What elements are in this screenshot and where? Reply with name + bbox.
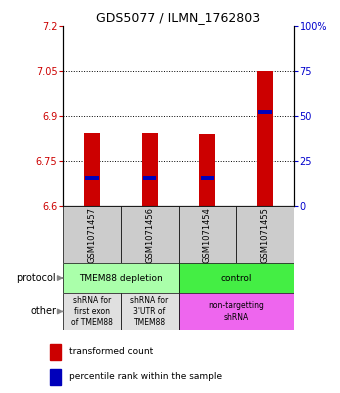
Bar xyxy=(84,132,100,206)
Bar xyxy=(141,132,158,206)
Bar xyxy=(85,176,99,180)
Bar xyxy=(178,206,236,263)
Text: GSM1071454: GSM1071454 xyxy=(203,207,212,263)
Bar xyxy=(121,293,178,330)
Bar xyxy=(63,206,121,263)
Text: other: other xyxy=(30,307,56,316)
Text: control: control xyxy=(221,274,252,283)
Bar xyxy=(236,206,294,263)
Bar xyxy=(143,176,156,180)
Text: protocol: protocol xyxy=(16,273,56,283)
Bar xyxy=(178,263,294,293)
Bar xyxy=(199,134,216,206)
Text: GSM1071457: GSM1071457 xyxy=(87,207,96,263)
Text: shRNA for
3'UTR of
TMEM88: shRNA for 3'UTR of TMEM88 xyxy=(131,296,169,327)
Text: non-targetting
shRNA: non-targetting shRNA xyxy=(208,301,264,321)
Bar xyxy=(121,206,178,263)
Text: transformed count: transformed count xyxy=(69,347,153,356)
Text: shRNA for
first exon
of TMEM88: shRNA for first exon of TMEM88 xyxy=(71,296,113,327)
Title: GDS5077 / ILMN_1762803: GDS5077 / ILMN_1762803 xyxy=(97,11,260,24)
Bar xyxy=(63,293,121,330)
Bar xyxy=(63,263,178,293)
Bar xyxy=(201,176,214,180)
Bar xyxy=(50,369,61,385)
Bar xyxy=(178,293,294,330)
Bar xyxy=(50,343,61,360)
Text: TMEM88 depletion: TMEM88 depletion xyxy=(79,274,163,283)
Bar xyxy=(257,71,273,206)
Text: GSM1071456: GSM1071456 xyxy=(145,207,154,263)
Text: GSM1071455: GSM1071455 xyxy=(261,207,270,263)
Text: percentile rank within the sample: percentile rank within the sample xyxy=(69,372,222,381)
Bar xyxy=(258,110,272,114)
